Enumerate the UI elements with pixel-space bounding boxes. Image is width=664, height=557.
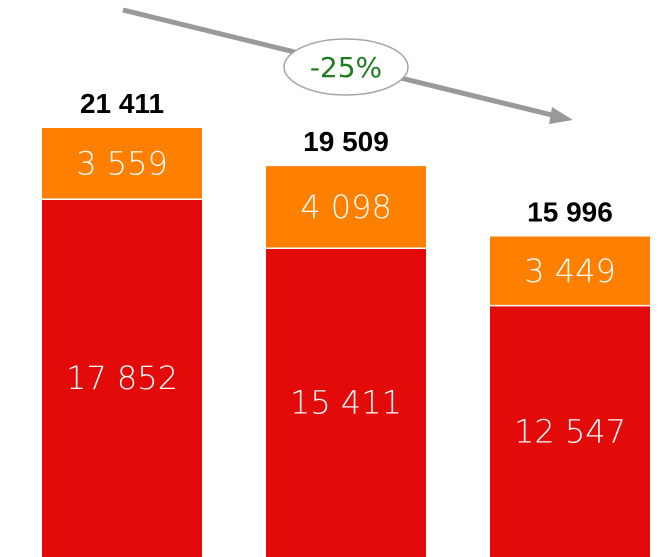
top-segment-value-label: 4 098 — [300, 188, 392, 226]
trend-badge — [283, 38, 409, 96]
trend-percent-label: -25% — [310, 51, 382, 84]
bar-total-label: 21 411 — [80, 88, 164, 119]
top-segment-value-label: 3 449 — [524, 252, 616, 290]
bar-top-segment — [490, 236, 650, 306]
bar-top-segment — [266, 166, 426, 249]
bar-total-label: 19 509 — [303, 126, 389, 157]
bar-bottom-segment — [42, 199, 202, 557]
bar-top-segment — [42, 128, 202, 200]
bars-group: 17 852 3 559 21 411 15 411 4 098 19 509 12 547… — [42, 88, 650, 557]
trend-annotation: -25% — [122, 7, 573, 124]
bottom-segment-value-label: 17 852 — [66, 359, 178, 397]
trend-arrow-head — [549, 107, 573, 124]
bar-bottom-segment — [266, 248, 426, 557]
bar-total-label: 15 996 — [527, 196, 613, 227]
bottom-segment-value-label: 15 411 — [290, 384, 402, 422]
top-segment-value-label: 3 559 — [76, 145, 168, 183]
bar-bottom-segment — [490, 305, 650, 557]
bottom-segment-value-label: 12 547 — [514, 412, 626, 450]
